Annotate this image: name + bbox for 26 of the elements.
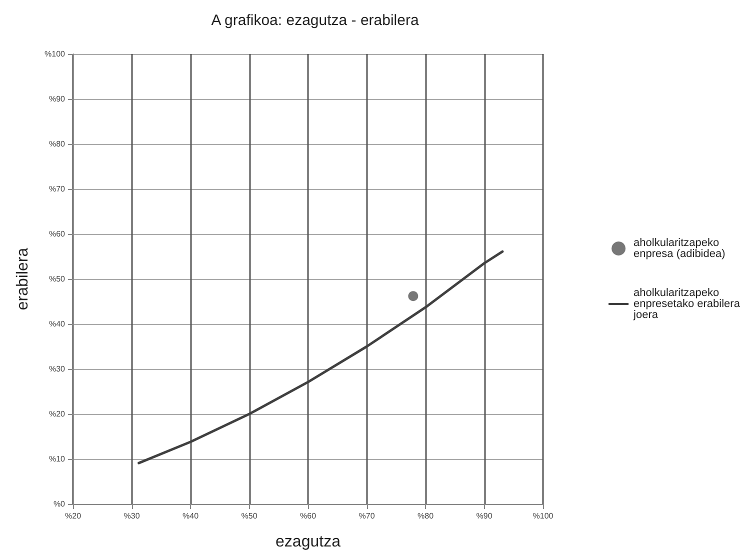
line-series: [138, 250, 504, 464]
y-tick-label: %70: [48, 184, 66, 194]
x-tick-label: %90: [476, 512, 493, 520]
legend-label: aholkularitzapeko enpresa (adibidea): [634, 237, 726, 260]
x-tick-label: %60: [300, 512, 317, 520]
y-tick-label: %80: [48, 140, 66, 148]
x-tick-label: %70: [358, 512, 376, 520]
y-tick-label: %0: [53, 500, 66, 508]
y-tick-label: %40: [48, 320, 66, 328]
y-tick-label: %10: [48, 454, 66, 464]
x-axis-title: ezagutza: [276, 534, 341, 550]
y-tick-label: %100: [44, 50, 66, 58]
y-axis-title: erabilera: [14, 248, 32, 310]
y-tick-label: %30: [48, 364, 66, 374]
y-tick-label: %90: [48, 94, 66, 104]
y-tick-label: %20: [48, 410, 66, 418]
y-tick-label: %50: [48, 274, 66, 284]
x-tick-label: %100: [532, 512, 554, 520]
legend-label: aholkularitzapeko enpresetako erabilera joera: [632, 287, 744, 321]
x-tick-label: %80: [417, 512, 434, 520]
chart-title: A grafikoa: ezagutza - erabilera: [211, 12, 420, 29]
x-tick-label: %50: [241, 512, 258, 520]
x-tick-label: %20: [64, 512, 82, 520]
y-tick-label: %60: [48, 230, 66, 238]
x-tick-label: %30: [124, 512, 140, 520]
x-tick-label: %40: [182, 512, 200, 520]
